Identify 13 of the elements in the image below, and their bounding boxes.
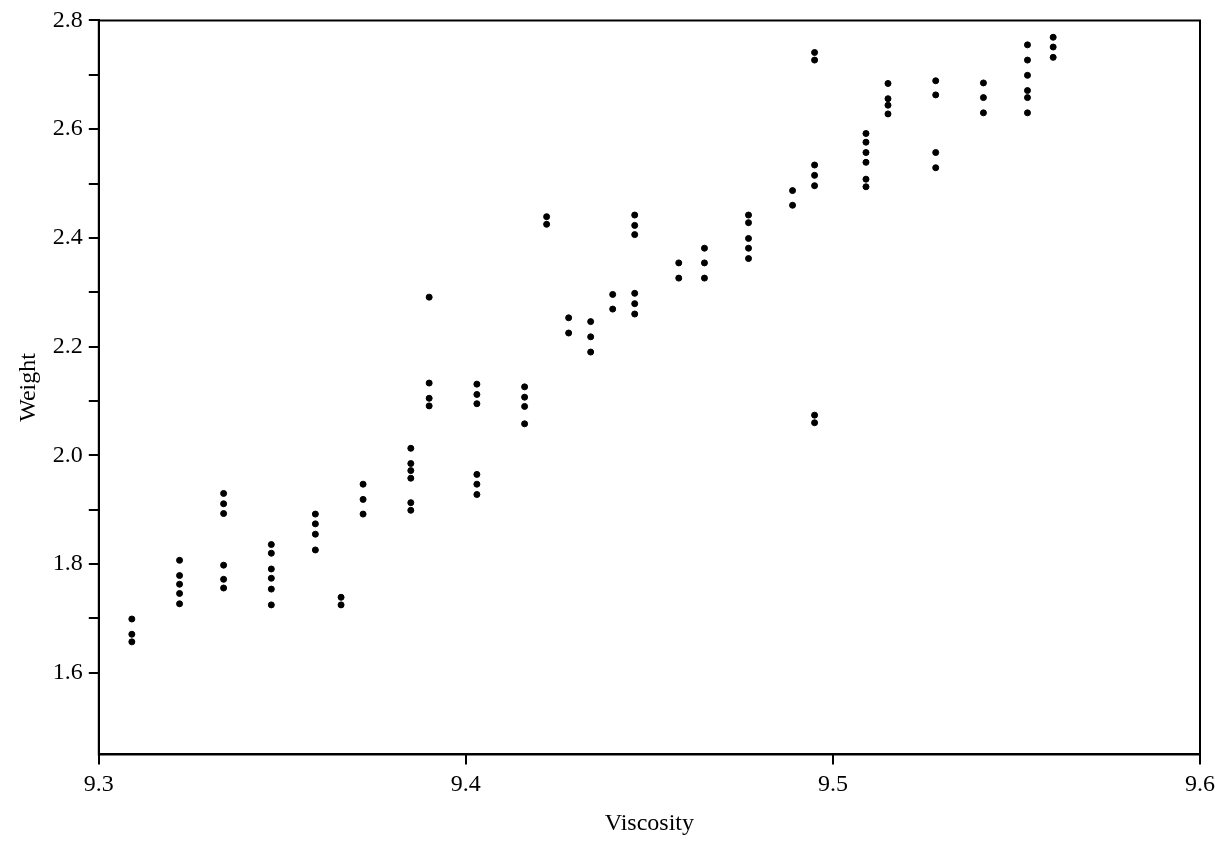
x-axis-title: Viscosity [604, 808, 695, 835]
y-tick-label: 2.2 [52, 331, 83, 358]
x-tick-label: 9.6 [1185, 770, 1215, 797]
x-tick-label: 9.3 [83, 770, 114, 797]
y-axis-title: Weight [13, 352, 40, 422]
y-tick-label: 1.8 [52, 549, 83, 576]
y-tick-label: 1.6 [52, 658, 83, 685]
x-tick-label: 9.5 [817, 770, 848, 797]
y-tick-label: 2.8 [52, 5, 83, 32]
x-tick-label: 9.4 [450, 770, 481, 797]
y-tick-label: 2.4 [52, 223, 83, 250]
y-tick-label: 2.0 [52, 440, 83, 467]
y-tick-label: 2.6 [52, 114, 83, 141]
